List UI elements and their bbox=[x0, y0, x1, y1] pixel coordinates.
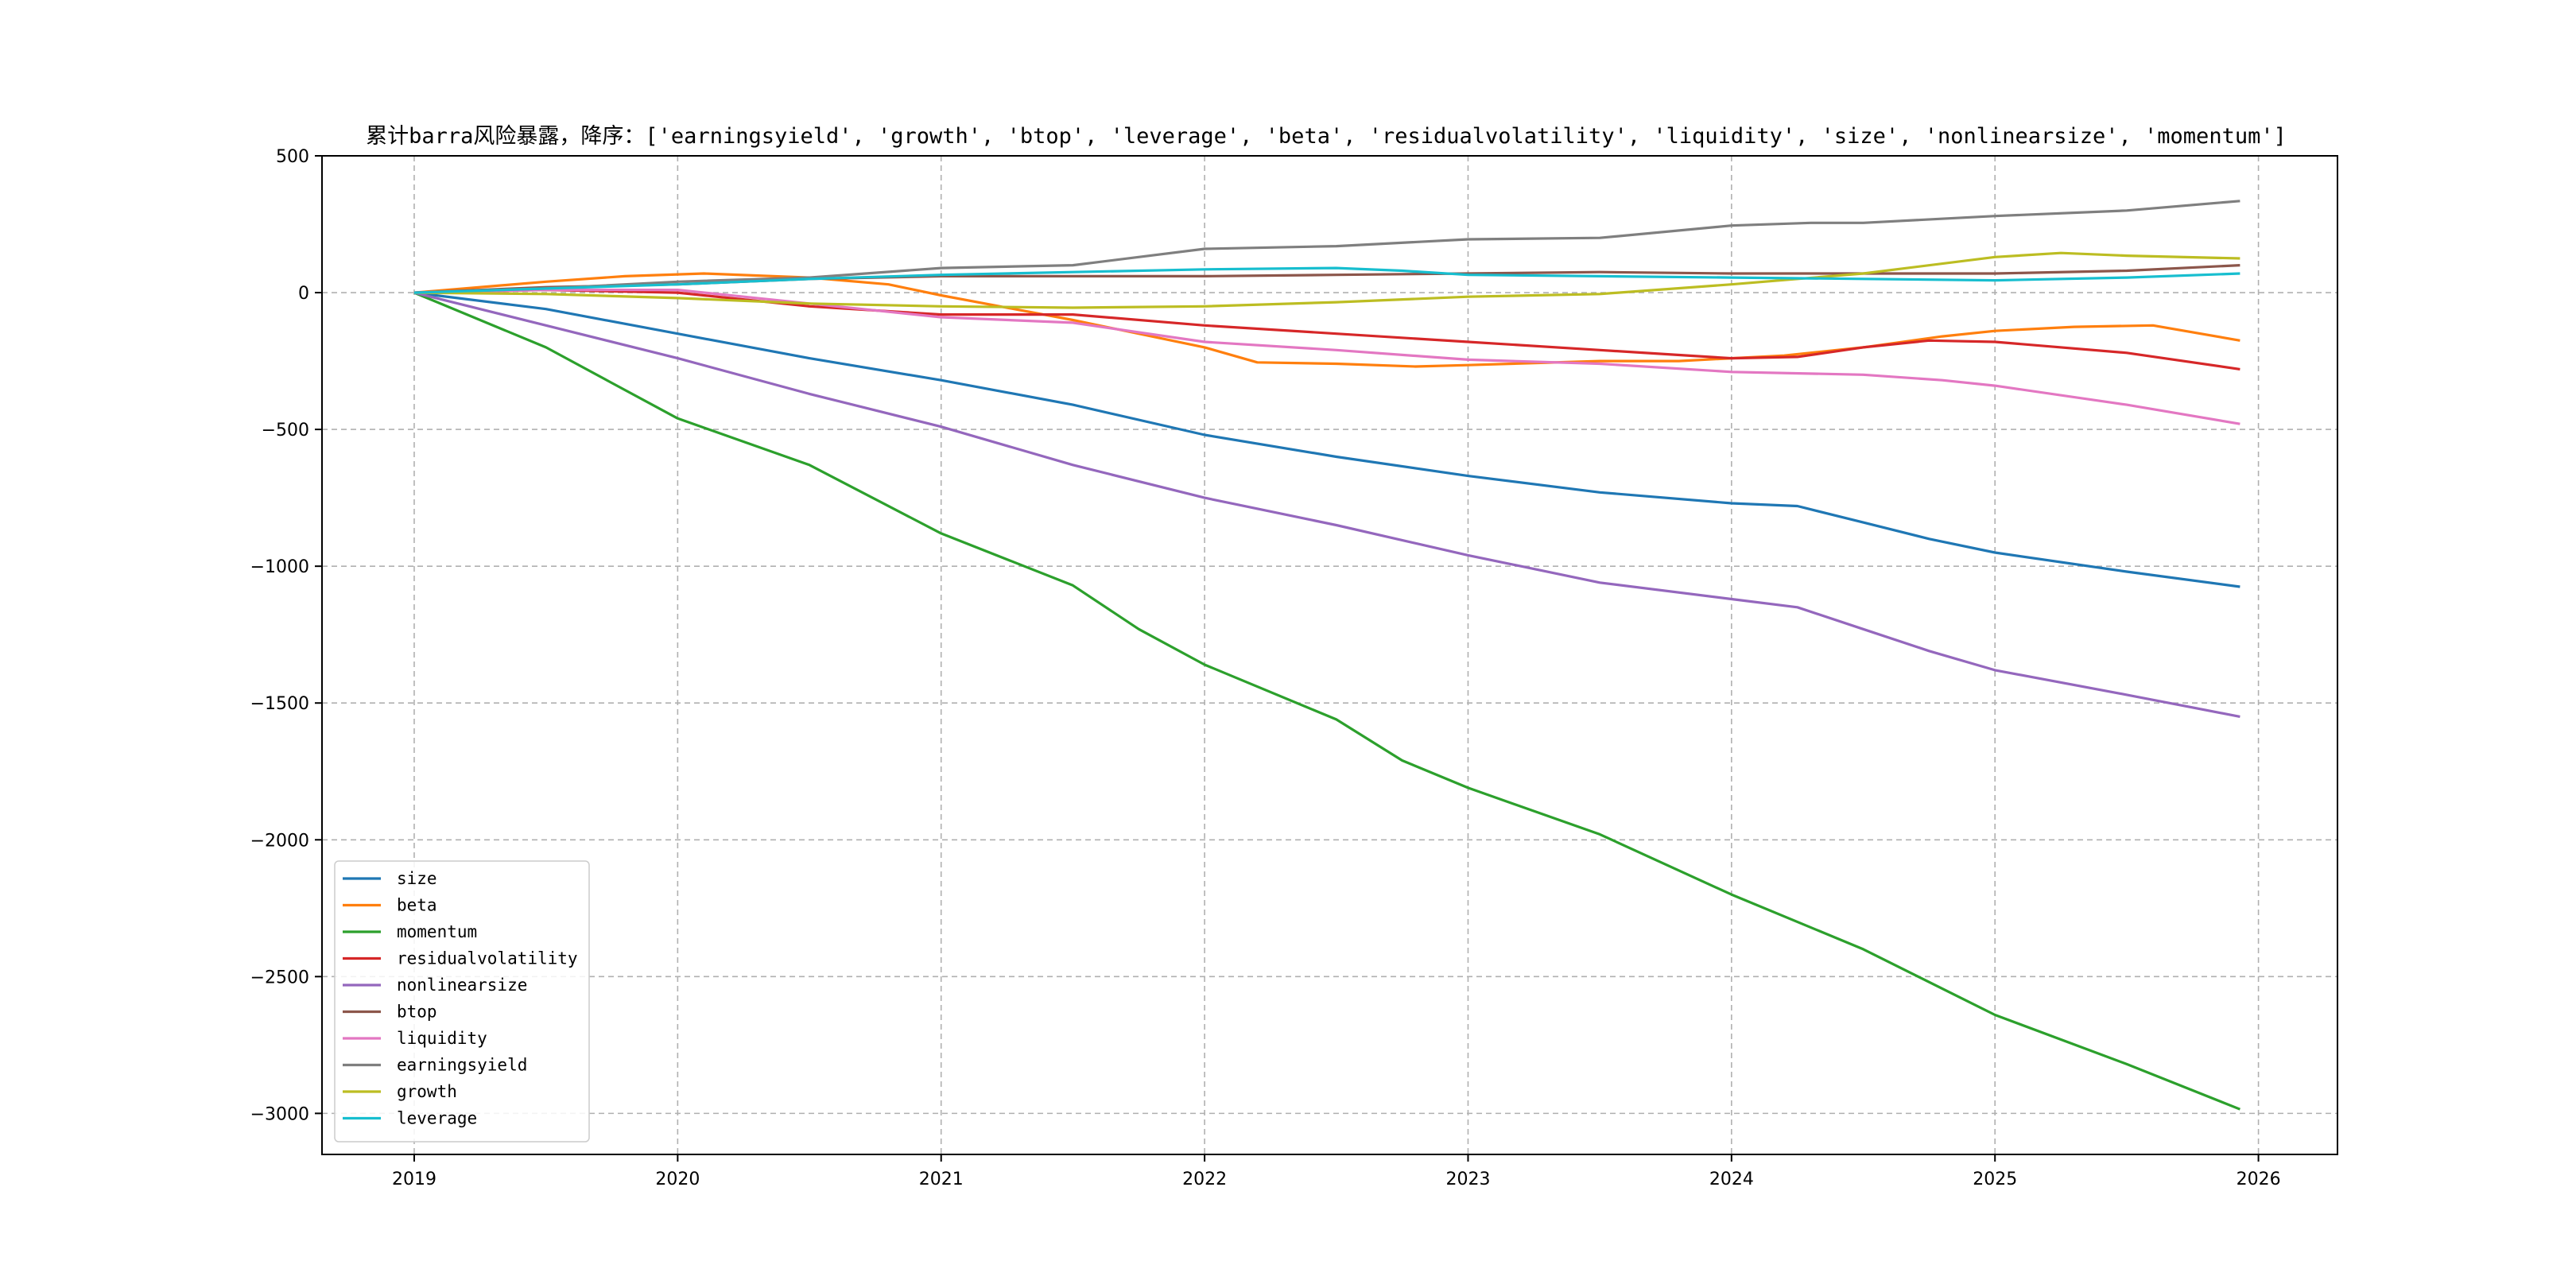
x-tick-label: 2022 bbox=[1182, 1170, 1227, 1189]
legend-label-beta: beta bbox=[397, 896, 437, 915]
plot-area-frame bbox=[321, 155, 2338, 1155]
y-tick-label: −1000 bbox=[250, 557, 309, 577]
y-tick-label: 500 bbox=[276, 147, 309, 167]
legend-label-liquidity: liquidity bbox=[397, 1029, 487, 1048]
legend-label-momentum: momentum bbox=[397, 922, 477, 941]
series-line-size bbox=[413, 291, 2240, 588]
legend-label-leverage: leverage bbox=[397, 1109, 477, 1128]
series-line-liquidity bbox=[413, 289, 2240, 425]
series-lines bbox=[413, 200, 2240, 1111]
legend-label-nonlinearsize: nonlinearsize bbox=[397, 976, 527, 995]
x-tick-label: 2021 bbox=[919, 1170, 964, 1189]
series-line-leverage bbox=[413, 266, 2240, 294]
y-tick-label: −3000 bbox=[250, 1104, 309, 1124]
y-tick-label: −500 bbox=[262, 421, 309, 440]
series-line-momentum bbox=[413, 291, 2240, 1111]
x-tick-label: 2025 bbox=[1973, 1170, 2017, 1189]
y-tick-label: −2500 bbox=[250, 968, 309, 987]
series-line-beta bbox=[413, 272, 2240, 368]
x-tick-label: 2019 bbox=[392, 1170, 436, 1189]
x-tick-label: 2026 bbox=[2237, 1170, 2281, 1189]
series-line-nonlinearsize bbox=[413, 291, 2240, 718]
x-tick-label: 2024 bbox=[1709, 1170, 1754, 1189]
legend-label-btop: btop bbox=[397, 1003, 437, 1022]
chart-title: 累计barra风险暴露，降序：['earningsyield', 'growth… bbox=[366, 124, 2287, 149]
y-tick-label: 0 bbox=[298, 284, 309, 304]
legend-box bbox=[334, 860, 590, 1143]
x-tick-label: 2023 bbox=[1445, 1170, 1490, 1189]
legend-label-growth: growth bbox=[397, 1082, 457, 1101]
series-line-earningsyield bbox=[413, 200, 2240, 294]
series-line-growth bbox=[413, 251, 2240, 309]
axes: 2019 2020 2021 2022 2023 2024 2025 2026 500 0 −500… bbox=[250, 147, 2281, 1189]
y-tick-label: −2000 bbox=[250, 831, 309, 851]
legend: size beta momentum residualvolatility nonlin… bbox=[334, 860, 590, 1143]
x-tick-label: 2020 bbox=[655, 1170, 700, 1189]
legend-label-residualvolatility: residualvolatility bbox=[397, 949, 578, 968]
y-tick-label: −1500 bbox=[250, 694, 309, 714]
legend-label-size: size bbox=[397, 869, 437, 888]
legend-label-earningsyield: earningsyield bbox=[397, 1056, 527, 1075]
